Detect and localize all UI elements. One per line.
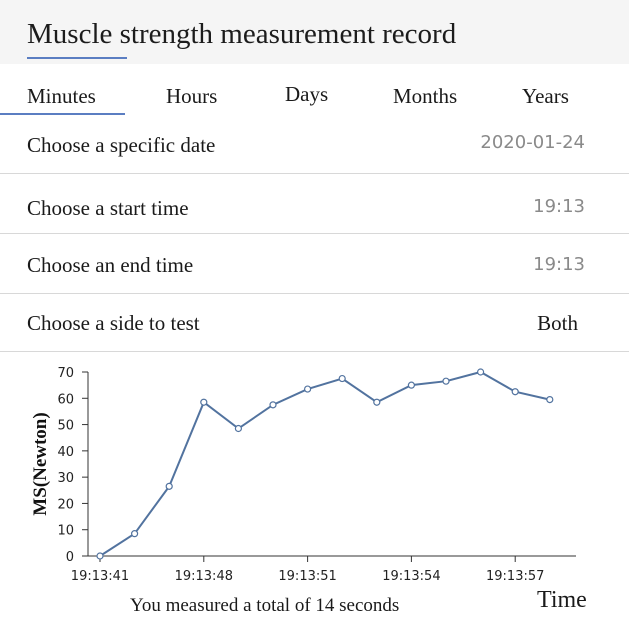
page-title: Muscle strength measurement record (27, 18, 457, 50)
data-point (200, 398, 208, 406)
start-time-label: Choose a start time (27, 196, 189, 220)
data-point (234, 424, 242, 433)
x-tick-label: 19:13:51 (278, 569, 336, 584)
end-time-value[interactable]: 19:13 (533, 254, 585, 275)
side-row[interactable]: Choose a side to test Both (0, 294, 629, 352)
date-value[interactable]: 2020-01-24 (480, 132, 585, 153)
tab-minutes[interactable]: Minutes (27, 84, 96, 108)
start-time-value[interactable]: 19:13 (533, 196, 585, 217)
y-axis-title: MS(Newton) (30, 412, 51, 515)
data-point (165, 482, 173, 490)
data-point (131, 530, 139, 538)
x-tick-label: 19:13:57 (486, 569, 544, 584)
y-tick-label: 20 (57, 497, 74, 512)
y-tick-label: 10 (57, 524, 74, 539)
date-label: Choose a specific date (27, 133, 216, 157)
side-label: Choose a side to test (27, 311, 200, 335)
data-point (96, 552, 104, 560)
tab-days[interactable]: Days (285, 82, 329, 106)
data-point (269, 401, 277, 409)
x-tick-label: 19:13:54 (382, 569, 440, 584)
data-point (373, 398, 381, 406)
tab-months[interactable]: Months (393, 84, 458, 108)
series-line (99, 370, 551, 557)
data-point (442, 377, 450, 385)
tab-hours[interactable]: Hours (166, 84, 218, 108)
data-point (407, 381, 415, 389)
tab-selected-indicator (0, 113, 125, 115)
y-tick-label: 70 (57, 366, 74, 381)
date-picker-row[interactable]: Choose a specific date 2020-01-24 (0, 116, 629, 174)
end-time-row[interactable]: Choose an end time 19:13 (0, 234, 629, 294)
y-tick-label: 30 (57, 471, 74, 486)
data-point (477, 368, 485, 376)
x-tick-label: 19:13:41 (71, 569, 129, 584)
y-tick-label: 60 (57, 392, 74, 407)
chart-svg: 0 10 20 30 40 50 60 70 19:13:41 19:13:48 19:13:51 1… (30, 366, 576, 584)
end-time-label: Choose an end time (27, 253, 194, 277)
tab-years[interactable]: Years (522, 84, 569, 108)
data-point (511, 388, 519, 396)
data-point (338, 374, 346, 383)
data-point (546, 395, 554, 404)
strength-chart: 0 10 20 30 40 50 60 70 19:13:41 19:13:48 19:13:51 1… (0, 352, 629, 630)
y-tick-label: 40 (57, 445, 74, 460)
summary-text: You measured a total of 14 seconds (130, 595, 400, 616)
x-axis-title: Time (537, 587, 587, 613)
header: Muscle strength measurement record (0, 0, 629, 64)
x-tick-label: 19:13:48 (175, 569, 233, 584)
y-tick-label: 0 (66, 550, 74, 565)
data-point (304, 385, 312, 393)
side-value[interactable]: Both (537, 311, 578, 335)
start-time-row[interactable]: Choose a start time 19:13 (0, 174, 629, 234)
y-tick-label: 50 (57, 419, 74, 434)
title-underline (27, 57, 127, 59)
time-range-tabs: Minutes Hours Days Months Years (0, 64, 629, 116)
